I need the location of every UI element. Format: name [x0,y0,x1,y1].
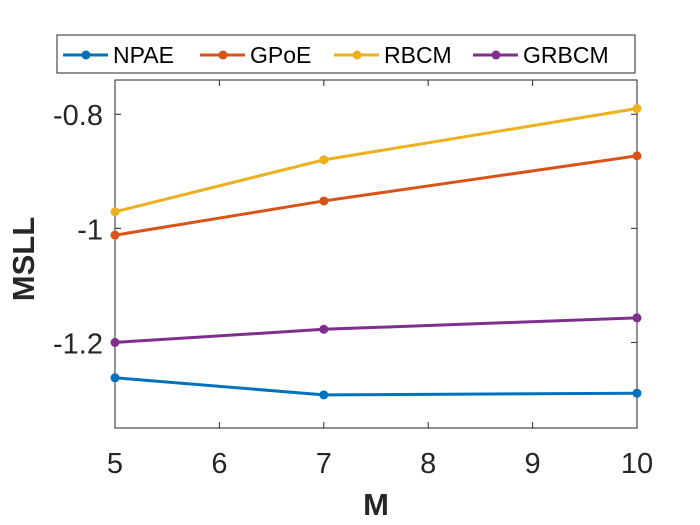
legend-label-npae: NPAE [113,42,174,68]
data-point-rbcm [110,207,120,217]
x-tick-label: 7 [316,448,332,480]
legend-marker-rbcm [352,50,362,60]
y-tick-label: -1 [77,214,103,246]
x-tick-label: 5 [107,448,123,480]
data-point-gpoe [632,151,642,161]
legend-marker-gpoe [218,50,228,60]
x-axis-ticks: 5 6 7 8 9 10 [107,80,653,480]
legend: NPAE GPoE RBCM GRBCM [56,34,636,74]
legend-item-rbcm: RBCM [334,42,452,68]
x-tick-label: 6 [211,448,227,480]
data-point-grbcm [110,337,120,347]
x-axis-label: M [363,487,389,522]
data-point-npae [110,373,120,383]
legend-marker-npae [81,50,91,60]
y-axis-ticks: -0.8 -1 -1.2 [53,100,637,360]
data-point-rbcm [319,155,329,165]
legend-item-gpoe: GPoE [200,42,311,68]
y-axis-label: MSLL [6,217,41,301]
legend-item-grbcm: GRBCM [473,42,609,68]
data-point-grbcm [632,313,642,323]
y-tick-label: -1.2 [53,328,103,360]
data-point-grbcm [319,324,329,334]
x-tick-label: 10 [621,448,653,480]
legend-label-gpoe: GPoE [250,42,311,68]
data-point-gpoe [319,196,329,206]
legend-label-grbcm: GRBCM [523,42,609,68]
data-point-rbcm [632,104,642,114]
data-point-npae [319,390,329,400]
x-tick-label: 9 [525,448,541,480]
legend-item-npae: NPAE [63,42,174,68]
legend-label-rbcm: RBCM [384,42,452,68]
data-point-npae [632,388,642,398]
y-tick-label: -0.8 [53,100,103,132]
data-point-gpoe [110,230,120,240]
x-tick-label: 8 [420,448,436,480]
plot-area [114,79,638,429]
legend-marker-grbcm [491,50,501,60]
series-lines [110,104,642,400]
